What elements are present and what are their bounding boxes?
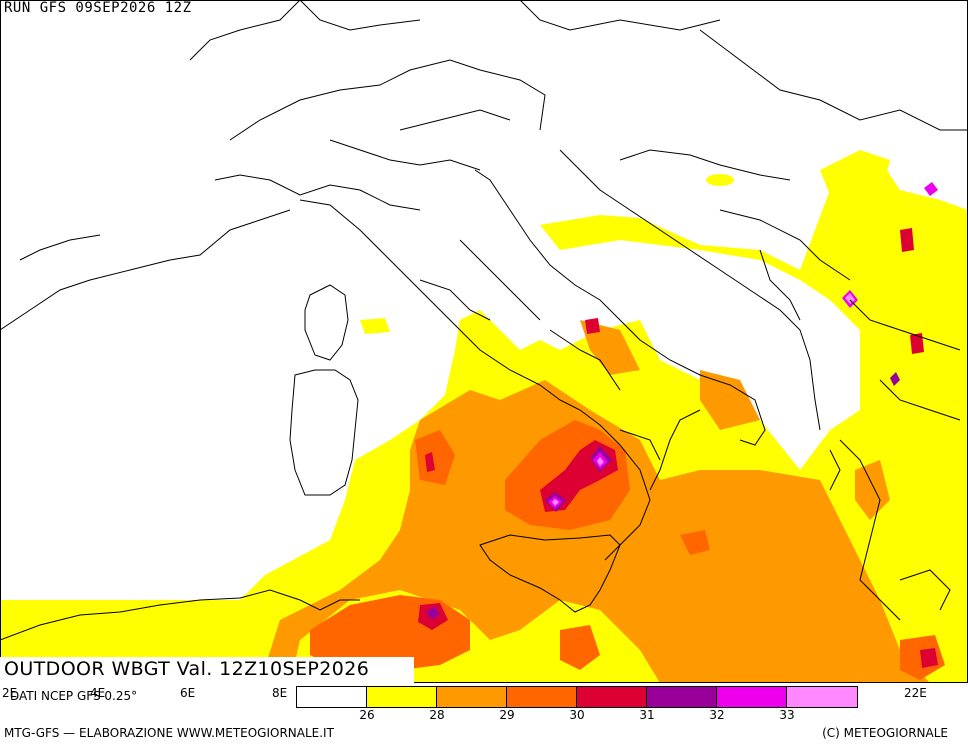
legend-swatch-30-31 xyxy=(577,687,647,707)
coastlines xyxy=(0,0,968,641)
legend-tick-26: 26 xyxy=(359,708,375,722)
legend-swatch-28-29 xyxy=(437,687,507,707)
longitude-label-8e: 8E xyxy=(272,686,288,700)
legend-tick-30: 30 xyxy=(569,708,585,722)
footer-copyright: (C) METEOGIORNALE xyxy=(822,726,948,740)
longitude-label-22e: 22E xyxy=(904,686,927,700)
legend-tick-31: 31 xyxy=(639,708,655,722)
wbgt-map xyxy=(0,0,968,683)
longitude-label-6e: 6E xyxy=(180,686,196,700)
legend-swatch-below-26 xyxy=(297,687,367,707)
legend-swatch-above-33 xyxy=(787,687,857,707)
legend-tick-29: 29 xyxy=(499,708,515,722)
legend-tick-33: 33 xyxy=(779,708,795,722)
run-label: RUN GFS 09SEP2026 12Z xyxy=(4,0,192,16)
data-source-label: DATI NCEP GFS 0.25° xyxy=(10,689,138,703)
legend-swatch-26-28 xyxy=(367,687,437,707)
legend-tick-32: 32 xyxy=(709,708,725,722)
legend-swatch-31-32 xyxy=(647,687,717,707)
legend-tick-28: 28 xyxy=(429,708,445,722)
longitude-label-2e: 2E xyxy=(2,686,18,700)
title-box: OUTDOOR WBGT Val. 12Z10SEP2026 xyxy=(0,657,414,683)
legend-swatch-29-30 xyxy=(507,687,577,707)
color-legend xyxy=(296,686,858,708)
map-title: OUTDOOR WBGT Val. 12Z10SEP2026 xyxy=(4,658,370,680)
longitude-label-4e: 4E xyxy=(90,686,106,700)
legend-swatch-32-33 xyxy=(717,687,787,707)
footer-credit: MTG-GFS — ELABORAZIONE WWW.METEOGIORNALE… xyxy=(4,726,334,740)
